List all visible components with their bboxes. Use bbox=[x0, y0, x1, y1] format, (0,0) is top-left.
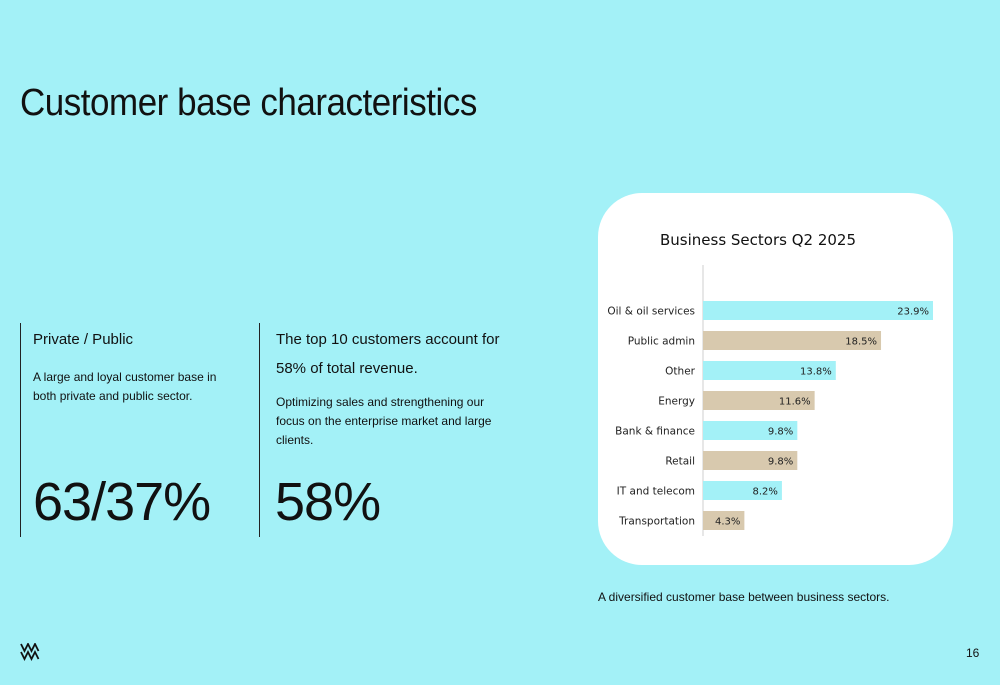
category-label: Other bbox=[665, 366, 695, 378]
bar bbox=[703, 331, 882, 350]
value-label: 4.3% bbox=[715, 517, 740, 528]
business-sectors-chart-card: Business Sectors Q2 2025 Oil & oil servi… bbox=[598, 193, 953, 565]
top-customers-percent: 58% bbox=[275, 472, 381, 532]
value-label: 18.5% bbox=[845, 337, 877, 348]
top-customers-heading: The top 10 customers account for 58% of … bbox=[276, 331, 500, 377]
bar bbox=[703, 481, 782, 500]
bar bbox=[703, 451, 798, 470]
category-label: Energy bbox=[658, 396, 695, 408]
bar bbox=[703, 511, 745, 530]
private-public-column: Private / Public A large and loyal custo… bbox=[20, 323, 236, 537]
company-logo bbox=[20, 641, 40, 666]
chart-bars: Oil & oil services 23.9% Public admin 18.5%… bbox=[607, 301, 933, 530]
private-public-heading: Private / Public bbox=[33, 331, 134, 348]
page-title: Customer base characteristics bbox=[20, 82, 477, 124]
value-label: 11.6% bbox=[779, 397, 811, 408]
bar bbox=[703, 361, 836, 380]
category-label: Bank & finance bbox=[615, 426, 695, 438]
category-label: Retail bbox=[665, 456, 695, 468]
value-label: 9.8% bbox=[768, 457, 793, 468]
value-label: 23.9% bbox=[897, 307, 929, 318]
value-label: 8.2% bbox=[753, 487, 778, 498]
business-sectors-chart: Business Sectors Q2 2025 Oil & oil servi… bbox=[607, 231, 933, 536]
value-label: 9.8% bbox=[768, 427, 793, 438]
top-customers-description: Optimizing sales and strengthening our f… bbox=[276, 395, 492, 447]
value-label: 13.8% bbox=[800, 367, 832, 378]
top-customers-column: The top 10 customers account for 58% of … bbox=[259, 323, 500, 537]
bar bbox=[703, 301, 933, 320]
category-label: Oil & oil services bbox=[607, 306, 695, 318]
category-label: IT and telecom bbox=[617, 486, 695, 498]
private-public-ratio: 63/37% bbox=[33, 472, 211, 532]
ww-logo-icon bbox=[20, 641, 40, 662]
bar bbox=[703, 421, 798, 440]
page-number: 16 bbox=[966, 646, 980, 660]
private-public-description: A large and loyal customer base in both … bbox=[33, 370, 217, 403]
bar bbox=[703, 391, 815, 410]
category-label: Transportation bbox=[618, 516, 695, 528]
chart-caption: A diversified customer base between busi… bbox=[598, 590, 890, 604]
chart-title: Business Sectors Q2 2025 bbox=[660, 231, 856, 249]
category-label: Public admin bbox=[628, 336, 695, 348]
